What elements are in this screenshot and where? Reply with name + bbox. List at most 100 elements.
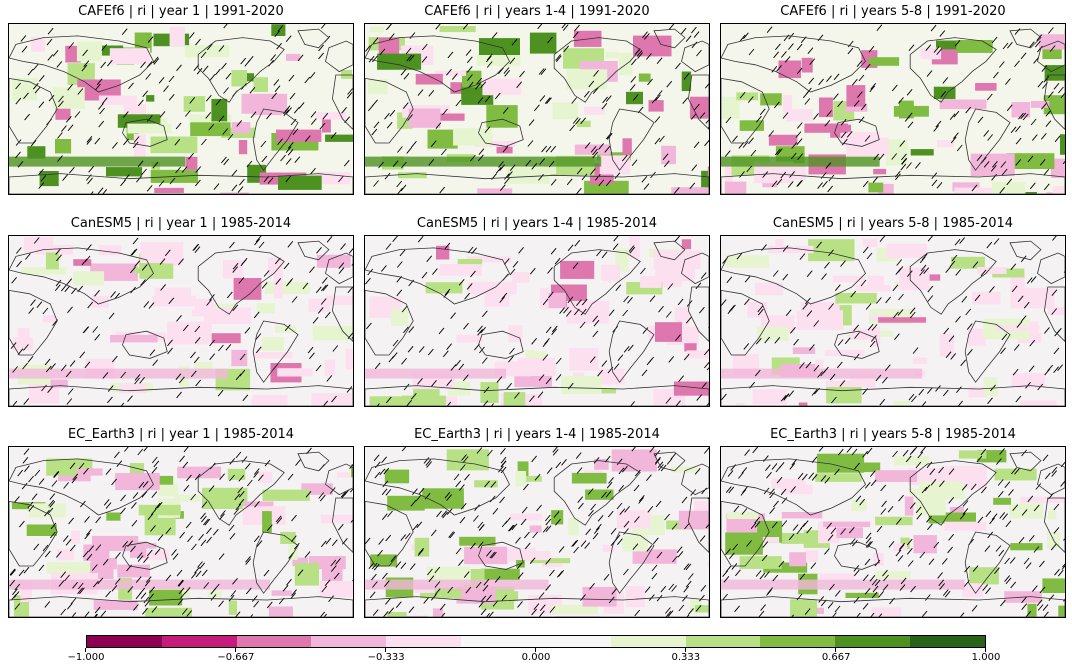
colorbar-tick [685,648,686,652]
coastline [9,173,353,194]
colorbar [86,635,986,648]
field-patch [288,539,298,560]
field-patch [480,382,499,403]
map-panel-6 [720,235,1066,407]
field-patch [1048,307,1065,316]
coastline [325,252,353,285]
field-patch [970,153,1015,177]
map-canvas [9,236,353,406]
panel-title-9: EC_Earth3 | ri | years 5-8 | 1985-2014 [770,427,1016,442]
field-patch [276,129,322,142]
coastline [909,249,997,315]
field-patch [678,510,709,530]
significance-hatching [722,447,1065,617]
field-patch [322,564,343,582]
field-patch [684,343,697,352]
field-patch [752,389,787,405]
field-patch [313,172,351,185]
field-patch [912,357,928,364]
field-patch [671,187,705,194]
coastlines [721,28,1065,194]
field-patch [198,333,241,344]
coastline [834,330,880,359]
field-patch [725,532,763,555]
field-patch [152,295,197,307]
field-patch [804,123,848,133]
field-patch [367,79,388,95]
field-patch [815,359,824,369]
map-canvas [721,236,1065,406]
coastline [478,118,524,147]
field-patch [146,95,155,102]
field-patch [35,245,74,255]
coastline [721,500,770,567]
field-patch [422,488,464,509]
coastline [122,541,168,570]
field-patch [845,592,879,598]
field-patch [456,586,496,604]
coastlines [9,451,353,617]
field-patch [278,175,322,190]
coastline [721,35,866,93]
field-patch [315,112,347,120]
field-patch [529,525,542,533]
coastline [1043,286,1065,342]
field-patch [992,268,1025,278]
coastline [553,37,641,103]
colorbar-tick [385,648,386,652]
colorbar-tick-label: 0.000 [521,652,551,663]
field-patch [459,536,496,546]
field-patch [1044,65,1065,81]
field-patch [546,292,566,309]
field-patch [439,264,482,276]
colorbar-tick [835,648,836,652]
field-patch [599,155,631,175]
field-patch [529,32,557,54]
field-patch [707,560,709,567]
field-patch [994,468,1037,481]
field-patch [510,513,542,521]
map-canvas [9,447,353,617]
coastline [834,118,880,147]
coastline [365,500,414,567]
coastline [721,173,1065,194]
field-patch [585,489,614,500]
field-patch [140,242,184,263]
field-patch [671,466,697,473]
field-patch [569,348,599,371]
field-patch [849,328,874,340]
field-patch [143,550,170,561]
field-patch [1031,101,1050,108]
field-patch [26,524,57,536]
field-patch [286,53,301,61]
field-patch [775,239,784,249]
field-patch [616,510,651,529]
field-patch [24,237,54,252]
field-patch [138,504,181,516]
field-patch [398,172,427,179]
field-patch [952,182,980,192]
field-patch [871,607,902,617]
field-patch [55,106,71,120]
coastline [9,596,353,617]
field-patch [336,472,351,478]
field-patch [868,182,884,193]
field-patch [20,580,32,602]
field-patch [920,47,942,60]
field-patch [875,516,913,526]
field-patch [484,293,510,307]
field-patch [190,122,231,137]
field-patch [271,24,286,36]
coastline [964,531,1011,594]
field-patch [767,245,814,254]
field-patch [851,499,867,512]
field-band [365,156,602,167]
field-patch [439,26,476,33]
coastline [331,286,353,342]
colorbar-tick [85,648,86,652]
field-patch [626,91,643,105]
field-patch [274,275,283,299]
field-patch [1020,496,1065,503]
coastline [553,460,641,526]
field-patch [551,510,564,525]
